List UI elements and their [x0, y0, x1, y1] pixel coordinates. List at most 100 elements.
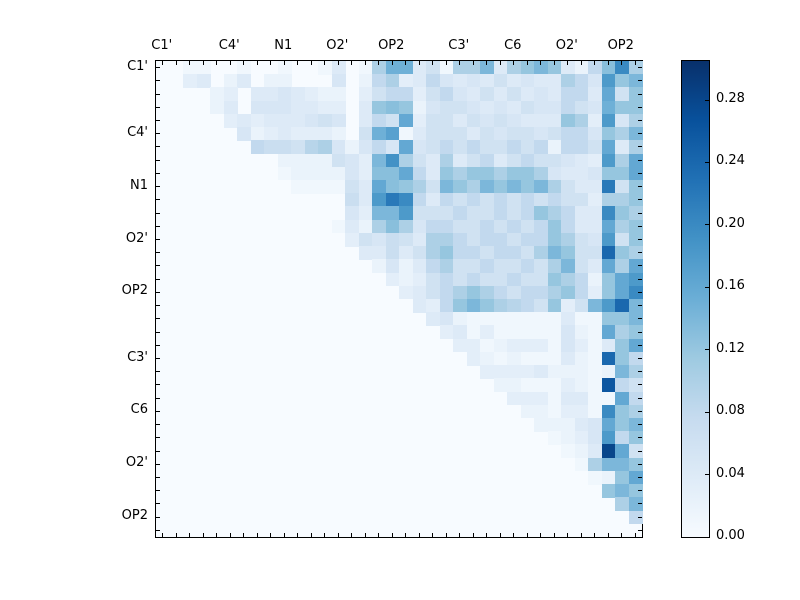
tick-mark: [156, 80, 160, 82]
tick-mark: [337, 61, 339, 65]
heatmap-cell: [372, 193, 386, 207]
heatmap-cell: [358, 140, 373, 155]
heatmap-cell: [466, 193, 481, 207]
heatmap-cell: [574, 404, 589, 419]
heatmap-cell: [466, 100, 481, 115]
x-axis-top-labels: C1' C4' N1 O2' OP2 C3' C6 O2' OP2: [151, 38, 641, 54]
heatmap-cell: [426, 153, 440, 168]
heatmap-cell: [547, 140, 562, 155]
heatmap-cell: [331, 180, 346, 194]
tick-mark: [229, 61, 231, 65]
tick-mark: [189, 533, 191, 537]
heatmap-cell: [561, 365, 575, 379]
heatmap-cell: [439, 180, 454, 194]
tick-mark: [499, 533, 501, 537]
heatmap-cell: [304, 153, 319, 168]
heatmap-cell: [628, 457, 643, 472]
heatmap-cell: [493, 100, 508, 115]
heatmap-cell: [480, 299, 494, 313]
tick-mark: [472, 533, 474, 537]
heatmap-cell: [534, 391, 548, 406]
heatmap-cell: [534, 193, 548, 207]
tick-mark: [553, 61, 555, 65]
heatmap-cell: [507, 232, 521, 247]
heatmap-cell: [601, 391, 616, 406]
tick-mark: [256, 61, 258, 65]
heatmap-cell: [628, 100, 643, 115]
heatmap-cell: [493, 272, 508, 287]
heatmap-cell: [426, 166, 440, 181]
heatmap-cell: [615, 61, 629, 75]
heatmap-cell: [534, 418, 548, 432]
heatmap-cell: [507, 299, 521, 313]
heatmap-cell: [277, 153, 292, 168]
heatmap-cell: [601, 325, 616, 340]
colorbar-tick-label: 0.24: [716, 153, 745, 169]
heatmap-cell: [372, 127, 386, 141]
heatmap-cell: [453, 166, 467, 181]
tick-mark: [567, 61, 569, 65]
heatmap-cell: [574, 351, 589, 366]
heatmap-cell: [534, 74, 548, 88]
heatmap-cell: [399, 232, 413, 247]
heatmap-cell: [507, 259, 521, 274]
heatmap-cell: [615, 312, 629, 326]
tick-mark: [283, 61, 285, 65]
heatmap-cell: [372, 232, 386, 247]
tick-mark: [526, 533, 528, 537]
heatmap-cell: [385, 246, 400, 260]
heatmap-cell: [385, 193, 400, 207]
tick-mark: [638, 384, 642, 386]
heatmap-cell: [439, 219, 454, 234]
heatmap-cell: [561, 127, 575, 141]
heatmap-cell: [588, 404, 602, 419]
heatmap-cell: [520, 378, 535, 393]
heatmap-cell: [628, 180, 643, 194]
heatmap-cell: [534, 351, 548, 366]
heatmap-cell: [223, 87, 238, 102]
heatmap-cell: [628, 232, 643, 247]
heatmap-cell: [615, 431, 629, 445]
heatmap-cell: [399, 285, 413, 300]
colorbar-tick-label: 0.20: [716, 215, 745, 231]
tick-mark: [156, 212, 160, 214]
heatmap-cell: [493, 259, 508, 274]
heatmap-cell: [412, 259, 427, 274]
heatmap-cell: [507, 193, 521, 207]
heatmap-cell: [628, 510, 643, 525]
heatmap-cell: [615, 404, 629, 419]
heatmap-cell: [480, 113, 494, 128]
tick-mark: [156, 120, 160, 121]
heatmap-cell: [588, 113, 602, 128]
heatmap-cell: [264, 127, 278, 141]
heatmap-cell: [588, 444, 602, 459]
heatmap-cell: [291, 127, 305, 141]
heatmap-cell: [615, 418, 629, 432]
heatmap-cell: [318, 166, 332, 181]
heatmap-cell: [480, 312, 494, 326]
heatmap-cell: [574, 312, 589, 326]
heatmap-cell: [561, 312, 575, 326]
heatmap-cell: [223, 100, 238, 115]
heatmap-cell: [426, 232, 440, 247]
tick-mark: [526, 61, 528, 65]
heatmap-cell: [466, 299, 481, 313]
heatmap-cell: [466, 61, 481, 75]
tick-mark: [156, 344, 160, 346]
heatmap-cell: [480, 338, 494, 353]
heatmap-cell: [331, 153, 346, 168]
tick-mark: [638, 172, 642, 174]
heatmap-cell: [574, 61, 589, 75]
heatmap-cell: [331, 166, 346, 181]
heatmap-cell: [601, 61, 616, 75]
heatmap-cell: [547, 259, 562, 274]
heatmap-cell: [520, 232, 535, 247]
heatmap-cell: [493, 153, 508, 168]
heatmap-cell: [547, 378, 562, 393]
heatmap-cell: [480, 365, 494, 379]
heatmap-cell: [601, 285, 616, 300]
tick-mark: [594, 61, 596, 65]
heatmap-cell: [291, 180, 305, 194]
heatmap-cell: [385, 74, 400, 88]
heatmap-cell: [588, 153, 602, 168]
